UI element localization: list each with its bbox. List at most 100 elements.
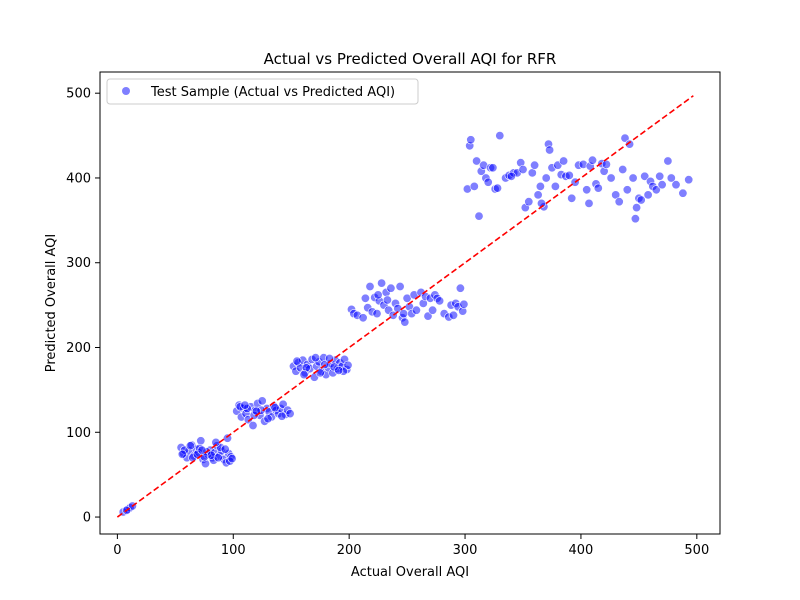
data-point [632,203,642,213]
data-point [285,409,295,419]
data-point [459,299,469,309]
x-tick-label: 200 [337,543,362,558]
plot-frame [99,71,721,535]
data-point [411,305,421,315]
data-point [227,454,237,464]
data-point [488,163,498,173]
legend: Test Sample (Actual vs Predicted AQI) [106,78,419,105]
data-point [399,309,409,319]
data-point [587,155,597,165]
data-point [601,159,611,169]
data-point [448,310,458,320]
y-axis-ticks: 0 100 200 300 400 500 [66,87,100,526]
data-point [474,211,484,221]
x-tick-label: 400 [569,543,594,558]
data-point [622,185,632,195]
data-point [630,214,640,224]
data-point [372,309,382,319]
data-point [593,183,603,193]
data-point [428,305,438,315]
data-point [248,420,258,430]
data-point [386,283,396,293]
data-point [177,449,187,459]
data-point [382,295,392,305]
data-point [567,193,577,203]
data-point [483,177,493,187]
y-tick-label: 300 [66,256,91,271]
data-point [472,156,482,166]
data-point [196,436,206,446]
data-point [185,441,195,451]
data-point [299,370,309,380]
data-point [559,156,569,166]
data-point [678,188,688,198]
points-layer [118,131,694,517]
data-point [220,444,230,454]
data-point [270,403,280,413]
x-tick-label: 0 [113,543,121,558]
data-point [506,171,516,181]
x-axis-label: Actual Overall AQI [351,565,469,580]
data-point [545,145,555,155]
data-point [365,281,375,291]
data-point [358,313,368,323]
data-point [223,433,233,443]
data-point [533,190,543,200]
data-point [466,135,476,145]
data-point [395,281,405,291]
x-axis-ticks: 0 100 200 300 400 500 [113,534,709,558]
reference-line [116,95,694,518]
data-point [435,296,445,306]
data-point [582,185,592,195]
y-axis-label: Predicted Overall AQI [44,234,59,372]
data-point [360,293,370,303]
data-point [606,173,616,183]
legend-entry: Test Sample (Actual vs Predicted AQI) [150,85,395,100]
data-point [277,411,287,421]
data-point [663,156,673,166]
data-point [657,180,667,190]
data-point [618,165,628,175]
data-point [377,278,387,288]
y-tick-label: 0 [83,511,91,526]
data-point [535,181,545,191]
y-tick-label: 400 [66,171,91,186]
data-point [213,453,223,463]
data-point [423,311,433,321]
data-point [655,171,665,181]
data-point [541,173,551,183]
data-point [640,171,650,181]
y-tick-label: 200 [66,341,91,356]
data-point [527,168,537,178]
data-point [469,181,479,191]
data-point [530,160,540,170]
legend-box [106,78,419,105]
data-point [636,195,646,205]
data-point [550,181,560,191]
data-point [311,353,321,363]
data-point [400,317,410,327]
data-point [334,365,344,375]
data-point [651,185,661,195]
data-point [257,396,267,406]
data-point [643,190,653,200]
data-point [278,399,288,409]
data-point [684,175,694,185]
data-point [625,139,635,149]
data-point [343,360,353,370]
data-point [614,197,624,207]
data-point [584,198,594,208]
data-point [292,356,302,366]
data-point [495,131,505,141]
data-point [373,290,383,300]
legend-marker [122,87,130,95]
chart-title: Actual vs Predicted Overall AQI for RFR [264,50,557,68]
data-point [518,165,528,175]
data-point [197,445,207,455]
data-point [455,283,465,293]
data-point [671,180,681,190]
x-tick-label: 500 [684,543,709,558]
y-tick-label: 100 [66,426,91,441]
data-point [492,183,502,193]
